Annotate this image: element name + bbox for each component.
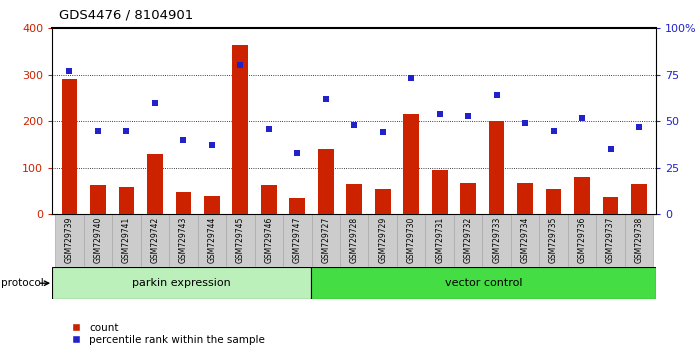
Bar xyxy=(140,214,169,267)
Text: parkin expression: parkin expression xyxy=(133,278,231,288)
Bar xyxy=(198,214,226,267)
Bar xyxy=(90,185,106,214)
Bar xyxy=(489,121,505,214)
Text: GSM729736: GSM729736 xyxy=(577,217,586,263)
Bar xyxy=(482,214,511,267)
Text: GSM729740: GSM729740 xyxy=(94,217,103,263)
Point xyxy=(235,63,246,68)
Point xyxy=(634,124,645,130)
Bar xyxy=(318,149,334,214)
Bar xyxy=(602,196,618,214)
Text: protocol: protocol xyxy=(1,278,44,288)
Bar xyxy=(84,214,112,267)
Point xyxy=(377,130,388,135)
Bar xyxy=(403,114,419,214)
Text: GSM729729: GSM729729 xyxy=(378,217,387,263)
Bar xyxy=(255,214,283,267)
Point xyxy=(92,128,103,133)
Bar xyxy=(147,154,163,214)
Text: GSM729727: GSM729727 xyxy=(321,217,330,263)
Bar xyxy=(574,177,590,214)
Point xyxy=(463,113,474,119)
Bar xyxy=(540,214,568,267)
Bar xyxy=(232,45,248,214)
Text: GSM729731: GSM729731 xyxy=(435,217,444,263)
Text: GSM729745: GSM729745 xyxy=(236,217,245,263)
Text: GSM729746: GSM729746 xyxy=(265,217,274,263)
Bar xyxy=(311,214,340,267)
Text: GSM729744: GSM729744 xyxy=(207,217,216,263)
Text: GSM729742: GSM729742 xyxy=(150,217,159,263)
Bar xyxy=(340,214,369,267)
Point xyxy=(206,143,217,148)
Point xyxy=(292,150,303,156)
Bar xyxy=(511,214,540,267)
Bar xyxy=(311,267,656,299)
Point xyxy=(577,115,588,120)
Point xyxy=(178,137,189,143)
Text: GSM729730: GSM729730 xyxy=(407,217,416,263)
Text: GSM729733: GSM729733 xyxy=(492,217,501,263)
Text: GSM729734: GSM729734 xyxy=(521,217,530,263)
Text: vector control: vector control xyxy=(445,278,522,288)
Point xyxy=(121,128,132,133)
Bar xyxy=(397,214,426,267)
Text: GSM729728: GSM729728 xyxy=(350,217,359,263)
Bar xyxy=(375,189,391,214)
Text: GSM729741: GSM729741 xyxy=(122,217,131,263)
Bar xyxy=(460,183,476,214)
Bar xyxy=(454,214,482,267)
Point xyxy=(605,146,616,152)
Text: GSM729739: GSM729739 xyxy=(65,217,74,263)
Point xyxy=(320,96,332,102)
Text: GDS4476 / 8104901: GDS4476 / 8104901 xyxy=(59,9,193,22)
Bar xyxy=(631,184,647,214)
Bar xyxy=(426,214,454,267)
Text: GSM729743: GSM729743 xyxy=(179,217,188,263)
Legend: count, percentile rank within the sample: count, percentile rank within the sample xyxy=(61,318,269,349)
Bar xyxy=(169,214,198,267)
Point xyxy=(548,128,559,133)
Point xyxy=(434,111,445,116)
Bar xyxy=(283,214,311,267)
Text: GSM729738: GSM729738 xyxy=(634,217,644,263)
Bar xyxy=(112,214,140,267)
Text: GSM729737: GSM729737 xyxy=(606,217,615,263)
Bar xyxy=(175,192,191,214)
Bar xyxy=(346,184,362,214)
Bar xyxy=(369,214,397,267)
Bar xyxy=(226,214,255,267)
Bar xyxy=(546,189,561,214)
Bar xyxy=(432,170,447,214)
Point xyxy=(406,76,417,81)
Bar xyxy=(596,214,625,267)
Point xyxy=(64,68,75,74)
Text: GSM729735: GSM729735 xyxy=(549,217,558,263)
Bar xyxy=(52,267,311,299)
Bar xyxy=(625,214,653,267)
Bar xyxy=(517,183,533,214)
Bar xyxy=(568,214,596,267)
Point xyxy=(348,122,360,128)
Bar xyxy=(55,214,84,267)
Point xyxy=(263,126,274,131)
Point xyxy=(149,100,161,105)
Text: GSM729747: GSM729747 xyxy=(292,217,302,263)
Point xyxy=(519,120,530,126)
Bar xyxy=(261,185,276,214)
Text: GSM729732: GSM729732 xyxy=(463,217,473,263)
Bar xyxy=(204,195,220,214)
Bar xyxy=(119,187,134,214)
Point xyxy=(491,92,503,98)
Bar xyxy=(61,79,77,214)
Bar xyxy=(290,198,305,214)
